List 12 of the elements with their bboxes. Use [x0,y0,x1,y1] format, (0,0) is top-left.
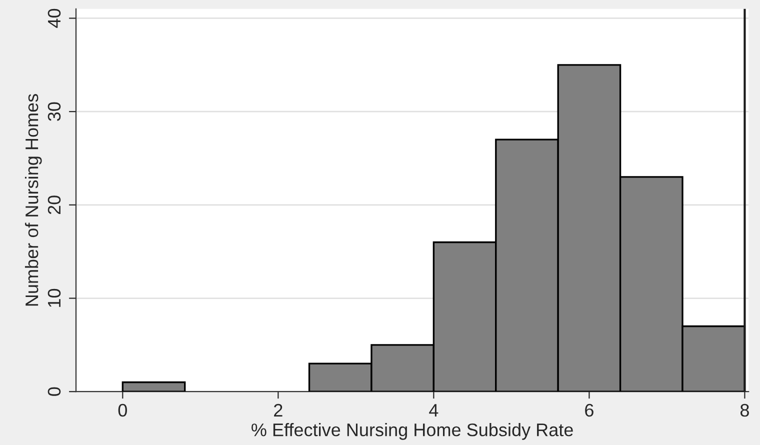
x-tick-label: 8 [740,404,749,417]
x-tick-label: 4 [429,404,438,416]
y-tick-label: 30 [48,102,61,121]
x-tick-label: 2 [274,404,282,416]
y-tick-label: 10 [48,288,61,307]
y-tick-label: 0 [48,387,61,396]
x-axis-title: % Effective Nursing Home Subsidy Rate [252,423,573,440]
y-tick-label: 40 [48,8,61,28]
x-tick-label: 0 [118,404,127,417]
y-axis-title: Number of Nursing Homes [24,94,42,306]
y-tick-label: 20 [48,196,61,214]
x-tick-label: 6 [585,404,594,417]
